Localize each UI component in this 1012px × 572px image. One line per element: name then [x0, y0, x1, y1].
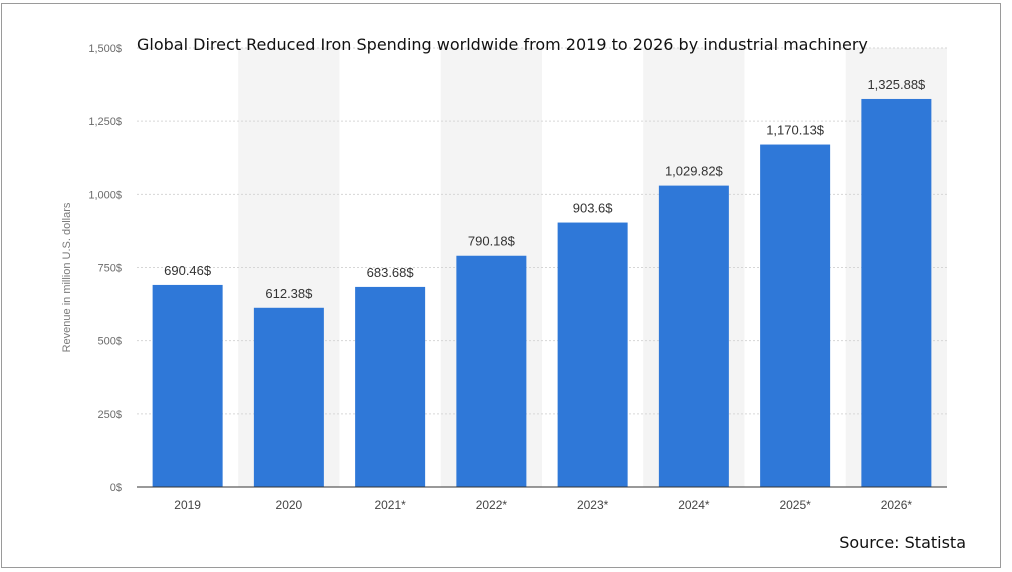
- x-tick-label: 2022*: [476, 498, 508, 512]
- bar: [861, 98, 932, 488]
- source-credit: Source: Statista: [839, 533, 966, 552]
- y-axis-ticks: 0$ 250$ 500$ 750$ 1,000$ 1,250$ 1,500$: [88, 43, 122, 494]
- y-tick-label: 250$: [98, 409, 122, 421]
- bar: [760, 144, 831, 488]
- chart-title: Global Direct Reduced Iron Spending worl…: [137, 35, 868, 54]
- data-label: 612.38$: [265, 286, 313, 301]
- x-tick-label: 2026*: [881, 498, 913, 512]
- data-label: 790.18$: [468, 234, 516, 249]
- x-axis-ticks: 2019 2020 2021* 2022* 2023* 2024* 2025* 2026*: [174, 498, 912, 512]
- x-tick-label: 2023*: [577, 498, 609, 512]
- data-labels: 690.46$ 612.38$ 683.68$ 790.18$ 903.6$ 1,029.…: [164, 77, 926, 301]
- data-label: 1,325.88$: [867, 77, 926, 92]
- bar: [557, 222, 628, 488]
- x-tick-label: 2021*: [374, 498, 406, 512]
- x-tick-label: 2020: [276, 498, 303, 512]
- bars: [152, 98, 932, 488]
- y-tick-label: 750$: [98, 263, 122, 275]
- y-tick-label: 1,500$: [88, 43, 122, 55]
- data-label: 683.68$: [367, 265, 415, 280]
- data-label: 1,029.82$: [665, 164, 724, 179]
- bar: [658, 185, 729, 487]
- y-tick-label: 0$: [110, 482, 122, 494]
- y-tick-label: 1,000$: [88, 189, 122, 201]
- data-label: 903.6$: [573, 201, 614, 216]
- data-label: 1,170.13$: [766, 123, 825, 138]
- bar-chart: 0$ 250$ 500$ 750$ 1,000$ 1,250$ 1,500$ 690.46$…: [61, 35, 966, 552]
- bar: [253, 307, 324, 487]
- x-tick-label: 2025*: [779, 498, 811, 512]
- x-tick-label: 2024*: [678, 498, 710, 512]
- bar: [355, 286, 426, 487]
- bar: [456, 255, 527, 487]
- chart-frame: 0$ 250$ 500$ 750$ 1,000$ 1,250$ 1,500$ 690.46$…: [1, 3, 1001, 568]
- y-tick-label: 500$: [98, 336, 122, 348]
- gridlines: [137, 47, 947, 415]
- data-label: 690.46$: [164, 263, 212, 278]
- y-tick-label: 1,250$: [88, 116, 122, 128]
- bar: [152, 284, 223, 487]
- y-axis-label: Revenue in million U.S. dollars: [61, 202, 73, 352]
- x-tick-label: 2019: [174, 498, 201, 512]
